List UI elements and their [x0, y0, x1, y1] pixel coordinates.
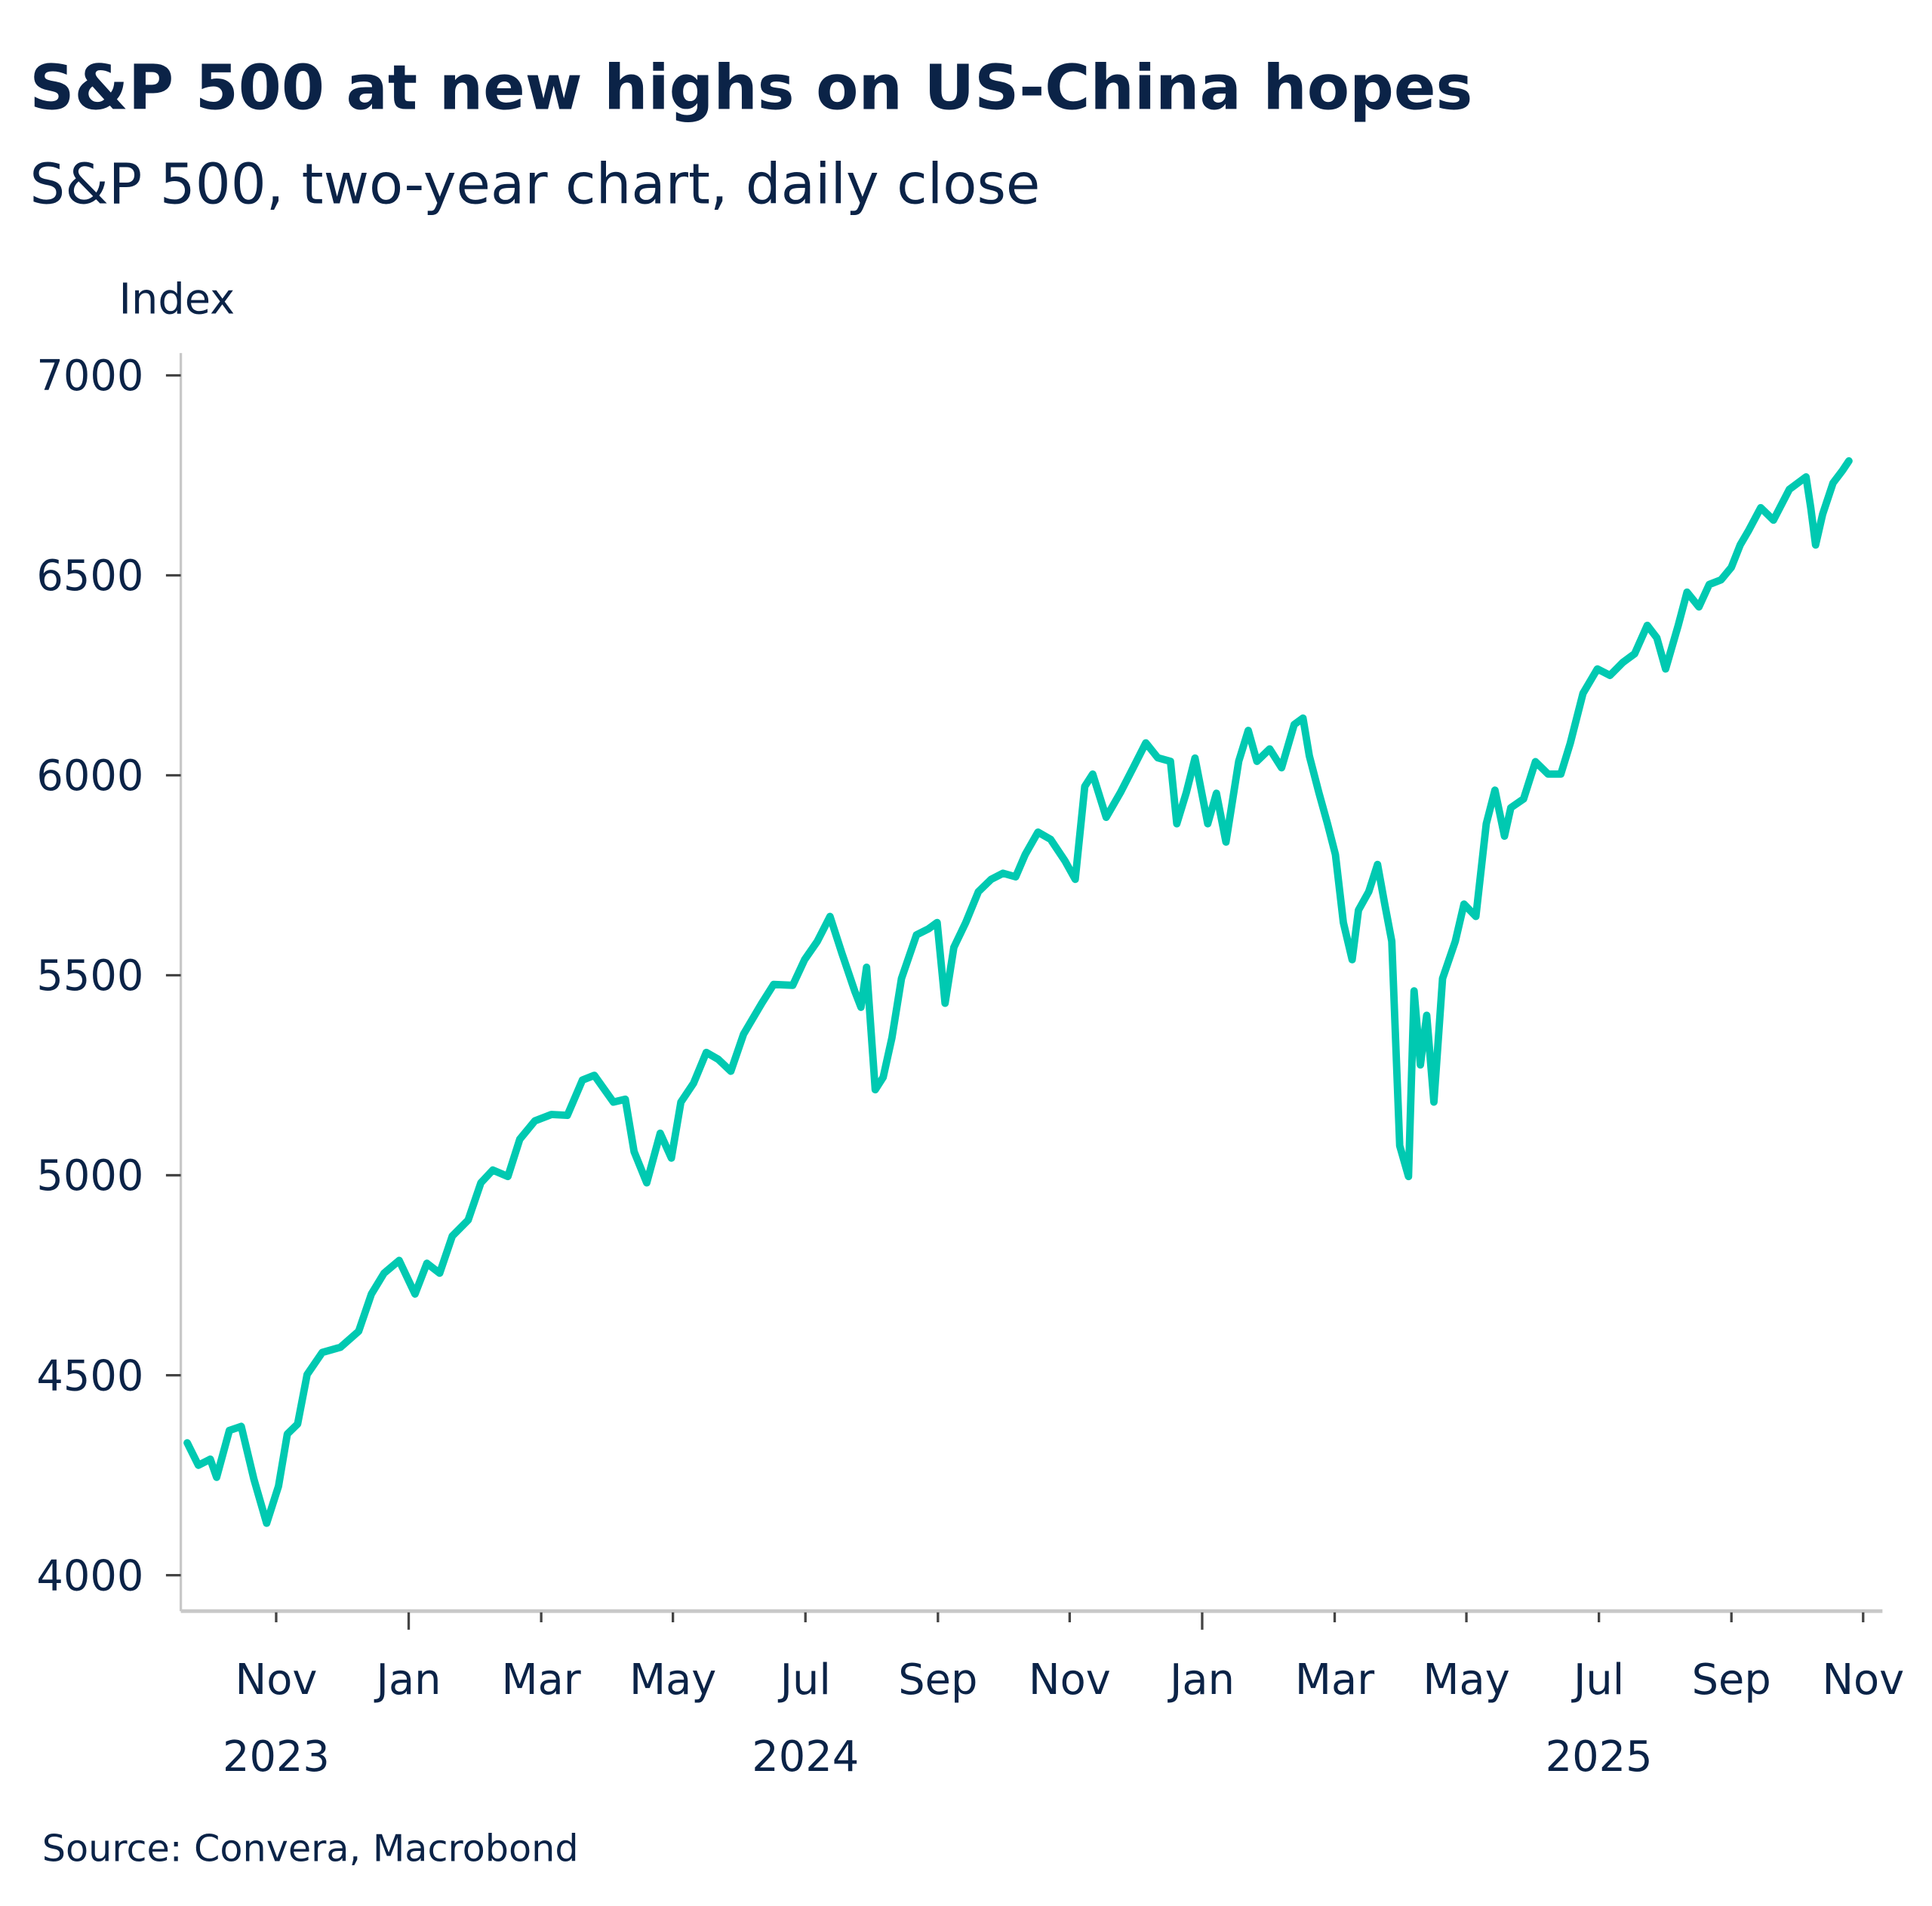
- x-year-label: 2025: [1546, 1732, 1653, 1781]
- x-tick-label: Sep: [1692, 1655, 1771, 1705]
- x-year-label: 2024: [752, 1732, 859, 1781]
- y-tick-label: 5000: [36, 1151, 143, 1200]
- x-tick-label: Nov: [1029, 1655, 1111, 1705]
- source-note: Source: Convera, Macrobond: [42, 1827, 579, 1871]
- series-line-sp500: [183, 457, 1853, 1527]
- x-tick-label: Mar: [501, 1655, 580, 1705]
- x-year-label: 2023: [223, 1732, 330, 1781]
- y-tick-label: 6000: [36, 752, 143, 801]
- chart-subtitle: S&P 500, two-year chart, daily close: [29, 152, 1040, 217]
- x-tick-label: Mar: [1295, 1655, 1374, 1705]
- y-tick-label: 4000: [36, 1551, 143, 1600]
- x-tick-label: May: [1423, 1655, 1509, 1705]
- x-tick-label: Sep: [898, 1655, 977, 1705]
- y-tick-label: 6500: [36, 552, 143, 601]
- x-tick-label: May: [629, 1655, 716, 1705]
- x-tick-label: Jul: [778, 1655, 831, 1705]
- y-tick-label: 7000: [36, 352, 143, 401]
- x-tick-label: Nov: [1822, 1655, 1904, 1705]
- y-axis-label: Index: [119, 275, 235, 324]
- y-tick-label: 4500: [36, 1351, 143, 1400]
- y-tick-label: 5500: [36, 951, 143, 1001]
- x-tick-label: Jul: [1571, 1655, 1624, 1705]
- x-tick-label: Jan: [374, 1655, 441, 1705]
- x-tick-label: Nov: [235, 1655, 318, 1705]
- x-tick-label: Jan: [1168, 1655, 1235, 1705]
- chart-title: S&P 500 at new highs on US-China hopes: [29, 53, 1472, 125]
